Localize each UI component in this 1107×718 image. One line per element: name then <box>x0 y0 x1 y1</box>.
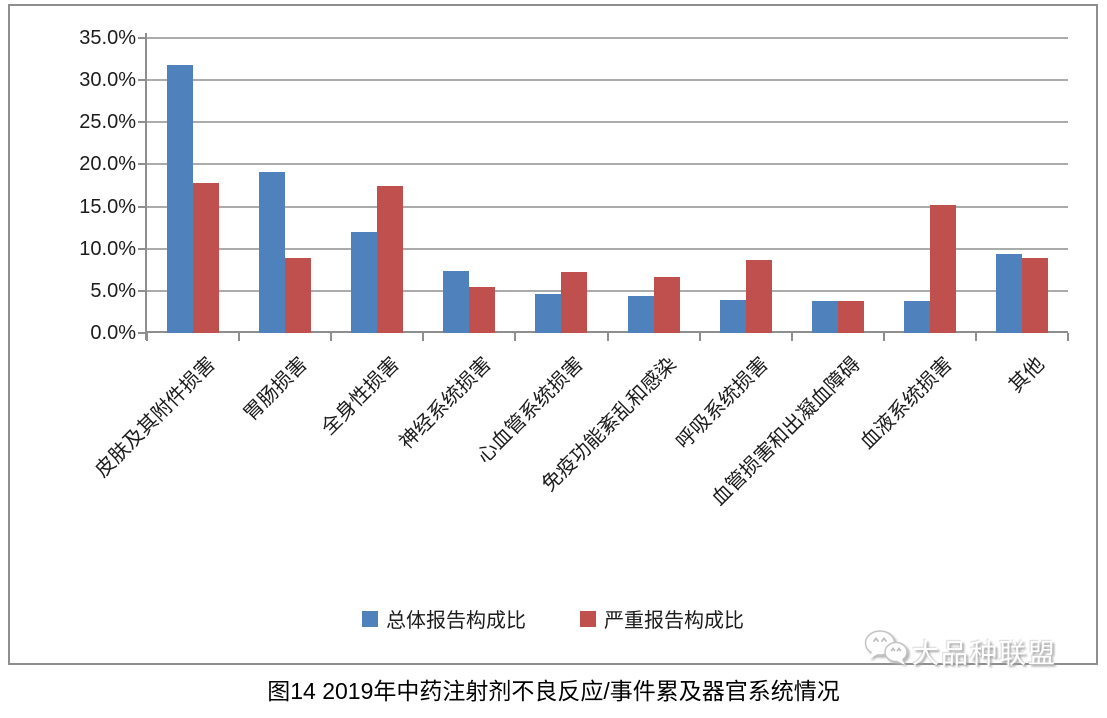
y-axis-tick <box>138 332 146 334</box>
x-category-label: 血液系统损害 <box>856 353 957 454</box>
legend-item: 严重报告构成比 <box>580 604 744 633</box>
bar-serious <box>469 287 496 333</box>
bar-serious <box>1021 257 1048 333</box>
gridline <box>147 37 1068 39</box>
watermark-text: 大品种联盟 <box>912 639 1057 669</box>
x-axis-tick <box>238 333 241 341</box>
x-category-label: 胃肠损害 <box>239 353 312 426</box>
legend-swatch <box>362 610 378 627</box>
gridline <box>147 163 1068 166</box>
x-category-label: 其他 <box>1004 353 1049 398</box>
legend-label: 总体报告构成比 <box>386 610 526 632</box>
y-axis-tick <box>138 289 146 292</box>
chart-caption: 图14 2019年中药注射剂不良反应/事件累及器官系统情况 <box>267 678 840 704</box>
bar-total <box>535 294 562 333</box>
watermark: 大品种联盟 <box>862 628 1057 675</box>
y-tick-label: 25.0% <box>79 111 136 134</box>
y-axis-line <box>145 33 147 340</box>
bar-serious <box>193 182 220 333</box>
x-axis-line <box>147 331 1068 333</box>
y-axis-tick <box>138 79 146 82</box>
gridline <box>147 247 1068 250</box>
bar-total <box>903 300 930 333</box>
x-axis-tick <box>514 333 517 341</box>
y-tick-label: 5.0% <box>90 279 136 302</box>
legend-label: 严重报告构成比 <box>604 610 744 632</box>
x-axis-tick <box>698 333 701 341</box>
bar-serious <box>929 204 956 333</box>
plot-area <box>138 33 1069 341</box>
bar-serious <box>377 186 404 333</box>
y-axis-tick <box>138 247 146 250</box>
gridline <box>147 79 1068 82</box>
x-axis-tick <box>1067 333 1069 341</box>
y-axis-tick <box>138 121 146 124</box>
y-tick-label: 10.0% <box>79 237 136 260</box>
x-axis-tick <box>974 333 977 341</box>
x-axis-tick <box>606 333 609 341</box>
bar-total <box>995 253 1022 333</box>
chart-legend: 总体报告构成比 严重报告构成比 <box>10 604 1096 633</box>
y-axis-tick <box>138 163 146 166</box>
gridline <box>147 289 1068 292</box>
legend-swatch <box>580 610 596 627</box>
chart-frame: 35.0% 30.0% 25.0% 20.0% 15.0% 10.0% 5.0% 0.0% 皮… <box>8 4 1098 669</box>
bar-total <box>443 270 470 333</box>
y-tick-label: 15.0% <box>79 195 136 218</box>
bar-serious <box>653 277 680 333</box>
y-tick-label: 20.0% <box>79 153 136 176</box>
bar-serious <box>561 272 588 333</box>
bar-total <box>627 295 654 333</box>
bar-total <box>719 300 746 333</box>
bar-total <box>811 300 838 333</box>
bar-total <box>167 64 194 333</box>
x-axis-tick <box>882 333 885 341</box>
x-category-label: 全身性损害 <box>317 353 405 440</box>
x-axis-tick <box>146 333 148 341</box>
gridline <box>147 121 1068 124</box>
y-tick-label: 30.0% <box>79 69 136 92</box>
bar-total <box>351 231 378 333</box>
bar-serious <box>285 257 312 333</box>
gridline <box>147 205 1068 208</box>
x-axis-tick <box>790 333 793 341</box>
wechat-bubbles-icon <box>862 628 910 675</box>
x-axis-tick <box>330 333 333 341</box>
bar-total <box>259 172 286 333</box>
bar-serious <box>745 259 772 333</box>
y-axis-tick <box>138 37 146 39</box>
y-tick-label: 0.0% <box>90 322 136 344</box>
legend-item: 总体报告构成比 <box>362 604 526 633</box>
y-axis-tick <box>138 205 146 208</box>
x-axis-tick <box>422 333 425 341</box>
bar-serious <box>837 300 864 333</box>
y-tick-label: 35.0% <box>79 27 136 49</box>
x-category-label: 皮肤及其附件损害 <box>91 353 220 482</box>
